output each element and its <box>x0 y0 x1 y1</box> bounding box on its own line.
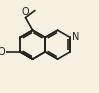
Text: O: O <box>0 47 5 57</box>
Text: O: O <box>22 7 29 17</box>
Text: N: N <box>71 32 79 42</box>
